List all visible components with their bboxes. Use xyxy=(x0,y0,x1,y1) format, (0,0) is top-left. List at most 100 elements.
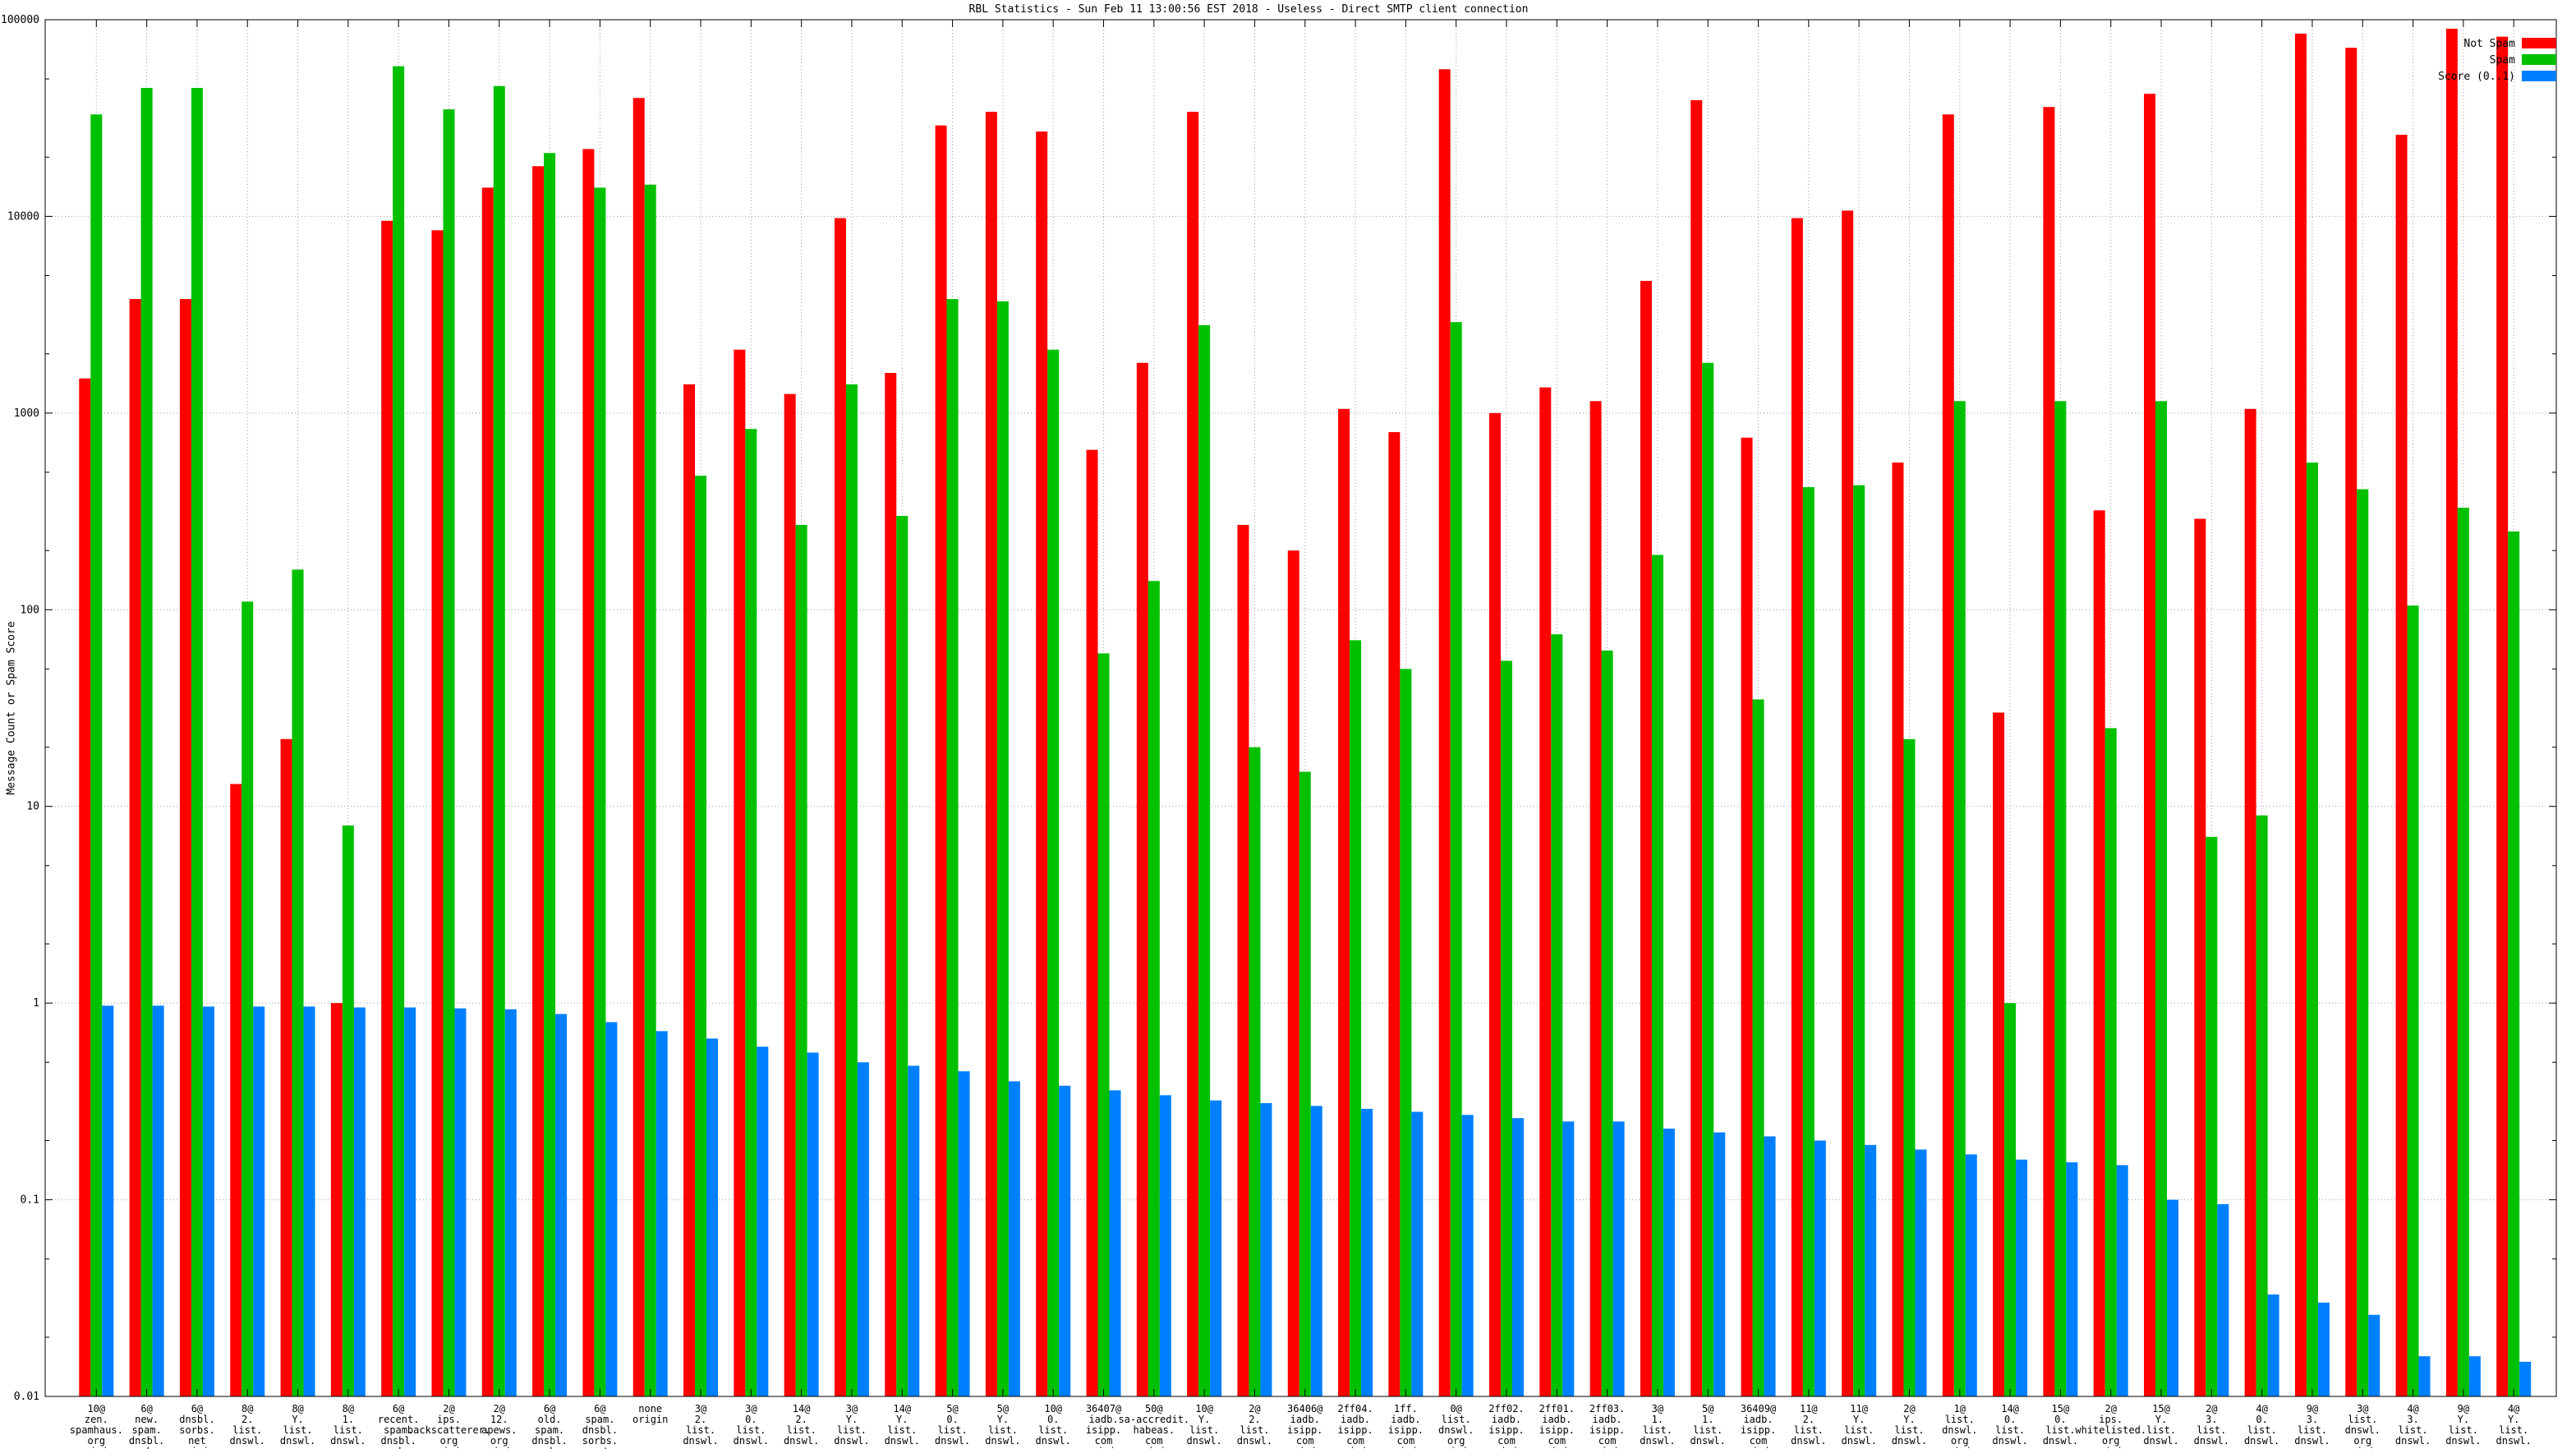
x-category-label: 10@Y.list.dnswl.orgorigin xyxy=(1186,1403,1221,1449)
bar-score-0-1 xyxy=(2217,1203,2229,1396)
bar-not-spam xyxy=(79,378,91,1397)
bar-spam xyxy=(1551,634,1563,1396)
bar-spam xyxy=(1249,747,1261,1396)
bar-score-0-1 xyxy=(1865,1144,1877,1396)
bar-score-0-1 xyxy=(2167,1199,2179,1396)
x-category-label: 14@Y.list.dnswl.orgorigin xyxy=(885,1403,920,1449)
bar-not-spam xyxy=(1036,131,1048,1397)
bar-score-0-1 xyxy=(2016,1159,2028,1396)
bar-not-spam xyxy=(734,349,746,1397)
bar-spam xyxy=(443,109,455,1397)
x-category-label: 5@0.list.dnswl.orgorigin xyxy=(935,1403,970,1449)
bar-spam xyxy=(1400,669,1412,1396)
x-category-label: 2ff04.iadb.isipp.comorigin xyxy=(1337,1403,1373,1449)
bar-score-0-1 xyxy=(1562,1121,1575,1396)
bar-not-spam xyxy=(1892,462,1904,1396)
bar-spam xyxy=(1953,401,1966,1396)
bar-spam xyxy=(594,187,606,1396)
bar-score-0-1 xyxy=(555,1014,568,1396)
bar-not-spam xyxy=(1237,525,1249,1396)
bar-spam xyxy=(795,525,807,1396)
plot-frame xyxy=(44,19,2557,1397)
legend-label: Not Spam xyxy=(2463,38,2515,50)
chart-title: RBL Statistics - Sun Feb 11 13:00:56 EST… xyxy=(968,3,1529,16)
bar-spam xyxy=(1752,699,1764,1396)
x-category-label: 0@list.dnswl.orgorigin xyxy=(1438,1403,1474,1449)
bar-spam xyxy=(1450,322,1462,1396)
bar-score-0-1 xyxy=(1159,1095,1171,1396)
x-category-label: 2@2.list.dnswl.orgorigin xyxy=(1237,1403,1272,1449)
bar-spam xyxy=(191,88,203,1396)
bar-score-0-1 xyxy=(2317,1302,2330,1396)
x-category-label: 4@Y.list.dnswl.orgorigin xyxy=(2496,1403,2532,1449)
x-category-label: 4@0.list.dnswl.orgorigin xyxy=(2244,1403,2279,1449)
bar-score-0-1 xyxy=(605,1022,618,1396)
bar-spam xyxy=(2306,462,2318,1396)
y-tick-label: 100 xyxy=(21,604,39,616)
x-category-label: 6@dnsbl.sorbs.netorigin xyxy=(179,1403,214,1449)
bar-score-0-1 xyxy=(958,1071,970,1396)
bar-spam xyxy=(1350,640,1362,1396)
bar-not-spam xyxy=(532,166,545,1396)
bar-spam xyxy=(493,85,505,1397)
legend-swatch-not-spam xyxy=(2522,38,2556,48)
bar-spam xyxy=(242,601,254,1396)
bar-score-0-1 xyxy=(404,1007,416,1396)
bar-score-0-1 xyxy=(2116,1165,2128,1396)
bar-not-spam xyxy=(1993,712,2005,1396)
bar-score-0-1 xyxy=(1814,1140,1826,1396)
bar-spam xyxy=(1148,581,1160,1396)
x-category-label: 6@new.spam.dnsbl.sorbs.netorigin xyxy=(129,1403,164,1449)
bar-not-spam xyxy=(1338,408,1350,1396)
bar-not-spam xyxy=(985,112,997,1396)
x-category-label: 36406@iadb.isipp.comorigin xyxy=(1287,1403,1322,1449)
x-category-label: 3@list.dnswl.orgorigin xyxy=(2345,1403,2380,1449)
bar-not-spam xyxy=(230,784,242,1396)
x-category-label: 2ff01.iadb.isipp.comorigin xyxy=(1539,1403,1575,1449)
bar-not-spam xyxy=(1086,449,1098,1396)
bar-spam xyxy=(1198,324,1211,1397)
x-category-label: 14@0.list.dnswl.orgorigin xyxy=(1992,1403,2027,1449)
x-category-label: 4@3.list.dnswl.orgorigin xyxy=(2395,1403,2431,1449)
bar-spam xyxy=(1903,738,1916,1396)
bar-not-spam xyxy=(2093,510,2105,1396)
bar-not-spam xyxy=(2345,48,2358,1396)
y-tick-label: 10 xyxy=(26,801,39,813)
bar-not-spam xyxy=(330,1003,343,1396)
bar-score-0-1 xyxy=(1109,1090,1121,1396)
bar-score-0-1 xyxy=(1411,1111,1424,1396)
bar-score-0-1 xyxy=(303,1006,315,1396)
bar-score-0-1 xyxy=(908,1065,920,1396)
bar-spam xyxy=(292,569,304,1396)
x-category-label: 3@2.list.dnswl.orgorigin xyxy=(683,1403,718,1449)
x-category-label: 8@1.list.dnswl.orgorigin xyxy=(330,1403,366,1449)
bar-spam xyxy=(1299,771,1311,1396)
bar-score-0-1 xyxy=(1059,1085,1071,1396)
x-category-label: 36409@iadb.isipp.comorigin xyxy=(1741,1403,1776,1449)
bar-score-0-1 xyxy=(807,1052,819,1396)
x-category-label: 2@ips.whitelisted.orgorigin xyxy=(2075,1403,2146,1449)
bar-score-0-1 xyxy=(2418,1356,2431,1396)
x-category-label: 36407@iadb.isipp.comorigin xyxy=(1086,1403,1121,1449)
bar-not-spam xyxy=(179,299,191,1396)
bar-not-spam xyxy=(2496,36,2509,1397)
x-category-label: 9@3.list.dnswl.orgorigin xyxy=(2294,1403,2330,1449)
bar-spam xyxy=(644,184,656,1396)
y-tick-label: 1000 xyxy=(14,407,39,420)
bar-not-spam xyxy=(280,738,292,1396)
bar-score-0-1 xyxy=(1260,1102,1272,1396)
bar-not-spam xyxy=(431,230,444,1397)
bar-not-spam xyxy=(582,149,595,1397)
bar-spam xyxy=(2508,531,2520,1396)
bar-not-spam xyxy=(632,98,645,1397)
bar-spam xyxy=(996,301,1009,1396)
bar-not-spam xyxy=(1287,550,1300,1397)
x-category-label: 11@Y.list.dnswl.orgorigin xyxy=(1841,1403,1876,1449)
bar-spam xyxy=(695,476,707,1396)
bar-not-spam xyxy=(1842,210,1854,1396)
x-category-label: 2@12.apews.orgorigin xyxy=(481,1403,517,1449)
bar-score-0-1 xyxy=(2267,1294,2279,1396)
bar-not-spam xyxy=(381,220,393,1396)
bar-score-0-1 xyxy=(2066,1162,2078,1396)
bar-score-0-1 xyxy=(2368,1314,2380,1396)
